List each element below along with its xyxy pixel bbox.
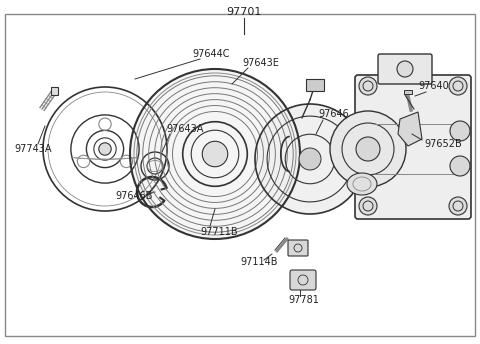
Text: 97646B: 97646B	[115, 191, 153, 201]
Text: 97743A: 97743A	[14, 144, 51, 154]
Ellipse shape	[347, 173, 377, 195]
Circle shape	[99, 143, 111, 155]
Text: 97711B: 97711B	[200, 227, 238, 237]
Text: 97640: 97640	[418, 81, 449, 91]
Circle shape	[449, 197, 467, 215]
Polygon shape	[398, 112, 422, 146]
FancyBboxPatch shape	[355, 75, 471, 219]
Text: 97114B: 97114B	[240, 257, 277, 267]
FancyBboxPatch shape	[288, 240, 308, 256]
Circle shape	[359, 77, 377, 95]
Circle shape	[356, 137, 380, 161]
FancyBboxPatch shape	[378, 54, 432, 84]
Circle shape	[255, 104, 365, 214]
Circle shape	[450, 121, 470, 141]
Circle shape	[202, 141, 228, 167]
FancyBboxPatch shape	[290, 270, 316, 290]
Text: 97643A: 97643A	[166, 124, 204, 134]
Circle shape	[397, 61, 413, 77]
Text: 97701: 97701	[226, 7, 262, 17]
FancyBboxPatch shape	[306, 79, 324, 91]
Circle shape	[130, 69, 300, 239]
Text: 97646: 97646	[318, 109, 349, 119]
Text: 97781: 97781	[288, 295, 319, 305]
Circle shape	[359, 197, 377, 215]
Text: 97652B: 97652B	[424, 139, 462, 149]
Circle shape	[330, 111, 406, 187]
Circle shape	[299, 148, 321, 170]
Circle shape	[449, 77, 467, 95]
Circle shape	[450, 156, 470, 176]
Text: 97643E: 97643E	[242, 58, 279, 68]
Polygon shape	[51, 87, 58, 95]
Text: 97644C: 97644C	[192, 49, 229, 59]
Polygon shape	[404, 90, 412, 94]
